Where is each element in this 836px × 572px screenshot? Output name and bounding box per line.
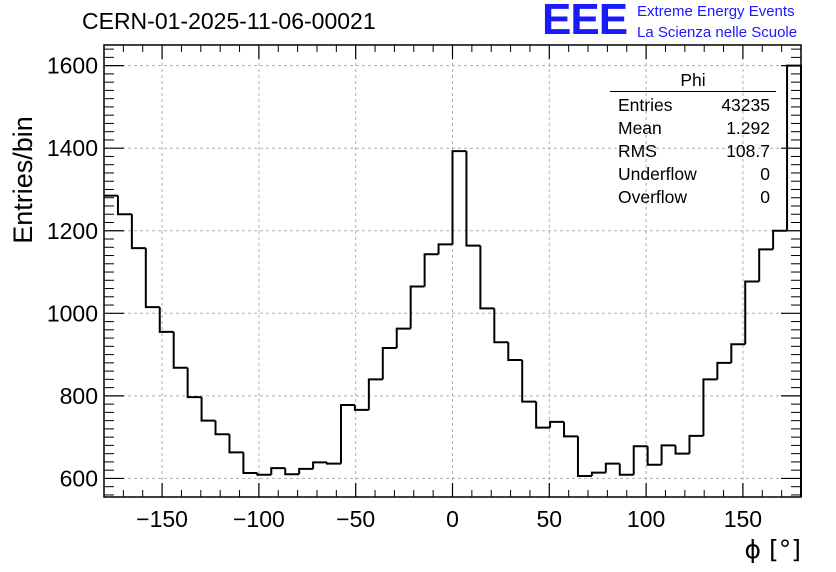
stats-row-entries: Entries 43235 xyxy=(610,94,776,117)
stats-label: Mean xyxy=(618,118,662,138)
x-tick-label: −50 xyxy=(336,506,375,532)
histogram-bin xyxy=(535,401,551,429)
histogram-bin xyxy=(395,327,411,348)
histogram-bin xyxy=(186,367,202,399)
histogram-bin xyxy=(130,214,146,250)
histogram-bin xyxy=(660,444,676,465)
stats-label: RMS xyxy=(618,141,657,161)
histogram-bin xyxy=(688,434,704,454)
histogram-bin xyxy=(563,421,578,438)
histogram-bin xyxy=(744,280,760,345)
stats-title: Phi xyxy=(610,70,776,92)
histogram-bin xyxy=(270,467,286,475)
y-axis-label: Entries/bin xyxy=(8,116,38,244)
logo-subtitle-line-2: La Scienza nelle Scuole xyxy=(637,24,798,41)
histogram-bin xyxy=(228,434,244,454)
stats-row-underflow: Underflow 0 xyxy=(610,163,776,186)
x-axis-label: ϕ [°] xyxy=(745,535,801,564)
stats-label: Underflow xyxy=(618,164,697,184)
histogram-bin xyxy=(507,342,523,361)
histogram-bin xyxy=(116,195,132,216)
histogram-bin xyxy=(214,420,230,436)
histogram-bin xyxy=(353,404,369,411)
histogram-bin xyxy=(716,361,732,380)
histogram-bin xyxy=(590,471,606,476)
logo-subtitle-line-1: Extreme Energy Events xyxy=(637,3,795,20)
histogram-bin xyxy=(326,462,341,465)
histogram-bin xyxy=(786,64,802,497)
x-tick-label: 150 xyxy=(724,506,762,532)
eee-logo: EEE xyxy=(542,0,628,44)
histogram-bin xyxy=(521,359,537,403)
histogram-bin xyxy=(451,150,467,245)
x-tick-label: −100 xyxy=(233,506,285,532)
stats-value: 1.292 xyxy=(726,118,770,138)
histogram-bin xyxy=(381,346,397,380)
stats-row-rms: RMS 108.7 xyxy=(610,140,776,163)
plot-title: CERN-01-2025-11-06-00021 xyxy=(82,8,376,34)
stats-row-overflow: Overflow 0 xyxy=(610,186,776,209)
histogram-series xyxy=(104,64,802,497)
histogram-bin xyxy=(367,378,383,410)
stats-value: 0 xyxy=(760,187,770,207)
y-tick-label: 1200 xyxy=(47,218,98,244)
histogram-bin xyxy=(674,445,690,455)
histogram-bin xyxy=(646,446,662,466)
histogram-bin xyxy=(409,285,425,329)
histogram-bin xyxy=(632,445,648,475)
histogram-bin xyxy=(172,331,188,369)
histogram-bin xyxy=(730,343,746,363)
histogram-bin xyxy=(465,151,481,247)
stats-value: 108.7 xyxy=(726,141,770,161)
x-tick-label: 50 xyxy=(537,506,563,532)
histogram-bin xyxy=(437,243,453,255)
stats-value: 43235 xyxy=(721,95,770,115)
histogram-bin xyxy=(576,436,592,477)
y-tick-label: 600 xyxy=(60,465,98,491)
x-tick-label: −150 xyxy=(136,506,188,532)
histogram-bin xyxy=(144,248,160,309)
stats-label: Overflow xyxy=(618,187,688,207)
histogram-bin xyxy=(758,248,774,282)
histogram-bin xyxy=(242,452,258,475)
histogram-bin xyxy=(604,462,620,473)
histogram-bin xyxy=(479,245,495,310)
y-tick-label: 1600 xyxy=(47,53,98,79)
x-tick-label: 100 xyxy=(627,506,665,532)
histogram-bin xyxy=(158,307,174,333)
histogram-bin xyxy=(312,461,328,469)
y-tick-label: 1400 xyxy=(47,135,98,161)
histogram-bin xyxy=(493,308,509,344)
axis-ticks xyxy=(103,45,802,497)
histogram-bin xyxy=(772,229,788,250)
histogram-bin xyxy=(549,420,565,428)
histogram-bin xyxy=(284,468,300,476)
stats-value: 0 xyxy=(760,164,770,184)
histogram-bin xyxy=(200,397,216,422)
histogram-bin xyxy=(618,463,634,476)
histogram-bin xyxy=(702,378,718,436)
histogram-bin xyxy=(339,403,355,464)
histogram-bin xyxy=(423,253,439,287)
y-tick-label: 800 xyxy=(60,383,98,409)
y-tick-label: 1000 xyxy=(47,300,98,326)
histogram-bin xyxy=(256,473,272,476)
tick-labels: −150 −100 −50 0 50 100 150 600 800 1000 1200 1400 16… xyxy=(47,53,762,532)
histogram-bin xyxy=(298,467,314,475)
stats-label: Entries xyxy=(618,95,673,115)
statistics-box: Phi Entries 43235 Mean 1.292 RMS 108.7 U… xyxy=(610,70,776,209)
x-tick-label: 0 xyxy=(446,506,459,532)
stats-row-mean: Mean 1.292 xyxy=(610,117,776,140)
